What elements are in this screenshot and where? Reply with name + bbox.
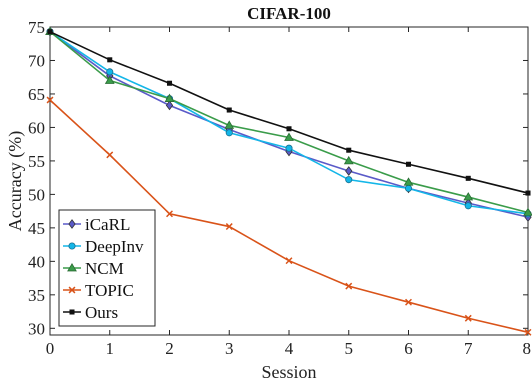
y-tick-label: 40 bbox=[28, 252, 45, 271]
x-marker bbox=[225, 223, 233, 231]
x-tick-label: 7 bbox=[464, 339, 473, 358]
x-marker bbox=[68, 286, 76, 294]
triangle-marker bbox=[523, 207, 532, 216]
legend-item-topic: TOPIC bbox=[63, 281, 134, 300]
legend-item-ours: Ours bbox=[63, 303, 118, 322]
y-tick-label: 70 bbox=[28, 51, 45, 70]
series-line bbox=[49, 31, 529, 214]
diamond-marker bbox=[345, 166, 353, 176]
series-topic bbox=[46, 96, 532, 336]
legend-label: Ours bbox=[85, 303, 118, 322]
diamond-marker bbox=[165, 100, 174, 111]
square-marker bbox=[405, 161, 412, 167]
square-marker bbox=[465, 175, 471, 181]
x-tick-label: 4 bbox=[285, 339, 294, 358]
y-tick-label: 55 bbox=[28, 152, 45, 171]
x-marker bbox=[405, 298, 412, 306]
legend-item-ncm: NCM bbox=[63, 259, 124, 278]
square-marker bbox=[47, 29, 53, 35]
x-marker bbox=[166, 210, 173, 218]
circle-marker bbox=[225, 129, 233, 137]
y-tick-label: 65 bbox=[28, 85, 45, 104]
x-axis: 0 1 2 3 4 5 6 7 8 bbox=[46, 27, 531, 358]
x-marker bbox=[464, 314, 472, 322]
chart-title: CIFAR-100 bbox=[247, 4, 331, 23]
triangle-marker bbox=[164, 93, 175, 102]
legend-label: NCM bbox=[85, 259, 124, 278]
x-marker bbox=[524, 328, 532, 336]
circle-marker bbox=[404, 184, 413, 192]
circle-marker bbox=[345, 176, 353, 184]
triangle-marker bbox=[67, 263, 77, 272]
triangle-marker bbox=[463, 192, 474, 201]
circle-marker bbox=[106, 68, 114, 76]
legend-item-deepinv: DeepInv bbox=[63, 237, 144, 256]
x-tick-label: 3 bbox=[225, 339, 234, 358]
square-marker bbox=[346, 147, 352, 153]
circle-marker bbox=[285, 144, 293, 152]
circle-marker bbox=[464, 202, 472, 210]
y-axis: 30 35 40 45 50 55 60 65 70 75 bbox=[28, 18, 528, 338]
x-axis-label: Session bbox=[261, 362, 316, 382]
x-tick-label: 5 bbox=[345, 339, 354, 358]
triangle-marker bbox=[104, 75, 115, 84]
x-marker bbox=[106, 151, 114, 159]
x-tick-label: 1 bbox=[106, 339, 115, 358]
square-marker bbox=[69, 309, 75, 315]
triangle-marker bbox=[343, 155, 354, 165]
x-marker bbox=[46, 96, 54, 104]
triangle-marker bbox=[403, 177, 414, 186]
series-ours bbox=[47, 29, 531, 196]
square-marker bbox=[525, 190, 531, 196]
y-tick-label: 60 bbox=[28, 118, 45, 137]
series-line bbox=[49, 31, 529, 215]
y-tick-label: 75 bbox=[28, 18, 45, 37]
legend-label: TOPIC bbox=[85, 281, 134, 300]
series-layer bbox=[45, 26, 532, 336]
legend: iCaRL DeepInv NCM TOPIC Ours bbox=[58, 209, 156, 327]
legend-label: DeepInv bbox=[85, 237, 144, 256]
x-tick-label: 0 bbox=[46, 339, 55, 358]
series-line bbox=[49, 30, 529, 194]
series-line bbox=[49, 31, 529, 218]
square-marker bbox=[226, 107, 232, 113]
circle-marker bbox=[68, 242, 76, 250]
triangle-marker bbox=[284, 132, 294, 141]
square-marker bbox=[166, 80, 173, 86]
triangle-marker bbox=[224, 120, 235, 129]
x-tick-label: 8 bbox=[523, 339, 532, 358]
y-tick-label: 50 bbox=[28, 185, 45, 204]
y-tick-label: 35 bbox=[28, 286, 45, 305]
series-ncm bbox=[45, 26, 532, 216]
x-marker bbox=[345, 282, 353, 290]
x-tick-label: 2 bbox=[165, 339, 174, 358]
y-tick-label: 30 bbox=[28, 319, 45, 338]
square-marker bbox=[286, 126, 292, 132]
x-tick-label: 6 bbox=[404, 339, 413, 358]
legend-item-icarl: iCaRL bbox=[63, 215, 130, 234]
series-icarl bbox=[46, 26, 532, 223]
series-deepinv bbox=[46, 28, 532, 218]
square-marker bbox=[107, 57, 113, 63]
y-tick-label: 45 bbox=[28, 219, 45, 238]
x-marker bbox=[285, 257, 293, 265]
legend-label: iCaRL bbox=[85, 215, 130, 234]
diamond-marker bbox=[68, 219, 76, 229]
y-axis-label: Accuracy (%) bbox=[5, 131, 26, 231]
